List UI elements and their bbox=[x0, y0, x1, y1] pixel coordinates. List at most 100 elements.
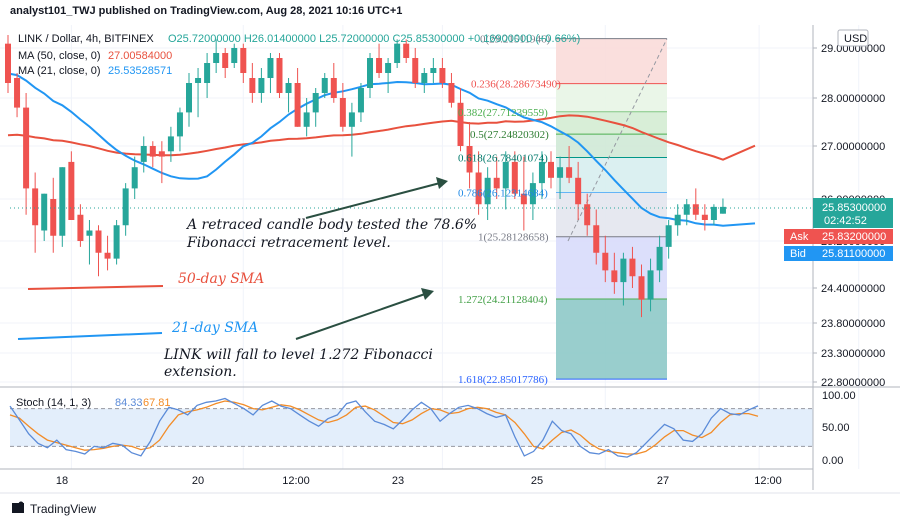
candle[interactable] bbox=[674, 204, 681, 236]
candle[interactable] bbox=[602, 235, 609, 283]
candle[interactable] bbox=[77, 204, 84, 247]
candle[interactable] bbox=[629, 246, 636, 288]
candle[interactable] bbox=[258, 68, 265, 103]
candle[interactable] bbox=[32, 172, 39, 253]
candle[interactable] bbox=[222, 48, 229, 78]
fall-annotation-line2: extension. bbox=[164, 364, 237, 380]
candle[interactable] bbox=[403, 39, 410, 63]
candle[interactable] bbox=[584, 193, 591, 236]
candle[interactable] bbox=[412, 48, 419, 88]
candle[interactable] bbox=[593, 209, 600, 265]
candle[interactable] bbox=[475, 151, 482, 215]
candle[interactable] bbox=[167, 126, 174, 162]
candle[interactable] bbox=[231, 43, 238, 68]
candle[interactable] bbox=[95, 225, 102, 277]
candle[interactable] bbox=[176, 107, 183, 152]
candle[interactable] bbox=[719, 198, 726, 214]
candle[interactable] bbox=[575, 161, 582, 220]
candle[interactable] bbox=[113, 220, 120, 265]
candle[interactable] bbox=[611, 252, 618, 294]
fib-label: 1.618(22.85017786) bbox=[458, 374, 548, 386]
candle[interactable] bbox=[448, 73, 455, 108]
candle[interactable] bbox=[240, 43, 247, 83]
candle[interactable] bbox=[339, 83, 346, 132]
candle[interactable] bbox=[131, 156, 138, 199]
candle[interactable] bbox=[466, 122, 473, 189]
candle[interactable] bbox=[321, 73, 328, 98]
candle[interactable] bbox=[50, 177, 57, 253]
candle[interactable] bbox=[538, 151, 545, 199]
candle[interactable] bbox=[566, 146, 573, 184]
time-axis[interactable]: 18 20 12:00 23 25 27 12:00 bbox=[56, 475, 782, 487]
candle[interactable] bbox=[529, 172, 536, 221]
candle[interactable] bbox=[195, 68, 202, 118]
candle[interactable] bbox=[620, 252, 627, 306]
candle[interactable] bbox=[656, 235, 663, 283]
candle[interactable] bbox=[665, 220, 672, 259]
candle[interactable] bbox=[312, 88, 319, 127]
candle[interactable] bbox=[683, 199, 690, 226]
candle[interactable] bbox=[638, 264, 645, 318]
candle[interactable] bbox=[430, 58, 437, 83]
candle[interactable] bbox=[158, 141, 165, 184]
candle[interactable] bbox=[692, 188, 699, 220]
candle[interactable] bbox=[439, 58, 446, 88]
candle[interactable] bbox=[14, 73, 21, 118]
candle[interactable] bbox=[394, 39, 401, 68]
annotation-arrows[interactable] bbox=[17, 177, 448, 340]
stochastic-pane[interactable]: 100.00 50.00 0.00 bbox=[9, 388, 856, 469]
currency-button[interactable] bbox=[837, 29, 869, 47]
candle[interactable] bbox=[104, 235, 111, 271]
time-tick-label: 25 bbox=[531, 475, 543, 487]
fall-arrow bbox=[295, 293, 426, 340]
candle[interactable] bbox=[701, 204, 708, 231]
candle[interactable] bbox=[502, 151, 509, 210]
candle[interactable] bbox=[457, 88, 464, 152]
candle[interactable] bbox=[23, 93, 30, 215]
tradingview-logo[interactable]: TradingView bbox=[12, 501, 96, 517]
candle[interactable] bbox=[285, 78, 292, 113]
candle[interactable] bbox=[122, 183, 129, 236]
stoch-label[interactable]: Stoch (14, 1, 3) bbox=[16, 397, 91, 409]
candle[interactable] bbox=[249, 63, 256, 103]
candle[interactable] bbox=[86, 220, 93, 265]
candle[interactable] bbox=[294, 68, 301, 127]
tradingview-logo-icon bbox=[12, 503, 24, 513]
candle[interactable] bbox=[357, 83, 364, 122]
candle[interactable] bbox=[68, 151, 75, 220]
candle[interactable] bbox=[548, 151, 554, 189]
symbol-label[interactable]: LINK / Dollar, 4h, BITFINEX bbox=[18, 33, 154, 45]
candle[interactable] bbox=[267, 53, 274, 93]
fibonacci-retracement[interactable] bbox=[556, 38, 668, 380]
candle[interactable] bbox=[367, 53, 373, 98]
candle[interactable] bbox=[303, 98, 310, 137]
candle[interactable] bbox=[376, 43, 383, 78]
candle[interactable] bbox=[484, 167, 491, 220]
candle[interactable] bbox=[186, 73, 192, 127]
candle[interactable] bbox=[330, 63, 337, 103]
candle[interactable] bbox=[5, 35, 11, 93]
legend-block[interactable]: LINK / Dollar, 4h, BITFINEX O25.72000000… bbox=[18, 33, 580, 77]
currency-button-label[interactable]: USD bbox=[844, 33, 867, 45]
candle[interactable] bbox=[710, 204, 717, 226]
candle[interactable] bbox=[511, 151, 518, 199]
candle[interactable] bbox=[647, 258, 654, 312]
candle[interactable] bbox=[59, 167, 66, 247]
candle[interactable] bbox=[204, 53, 211, 98]
ma50-line[interactable] bbox=[7, 114, 756, 161]
ma21-legend-label[interactable]: MA (21, close, 0) bbox=[18, 65, 101, 77]
candle[interactable] bbox=[213, 39, 220, 73]
candle[interactable] bbox=[276, 53, 283, 98]
candlestick-series[interactable] bbox=[5, 35, 726, 318]
candle[interactable] bbox=[348, 102, 355, 157]
stoch-k-line[interactable] bbox=[9, 397, 759, 458]
candle[interactable] bbox=[421, 68, 428, 93]
candle[interactable] bbox=[41, 193, 48, 241]
candle[interactable] bbox=[557, 156, 564, 199]
ma50-legend-label[interactable]: MA (50, close, 0) bbox=[18, 50, 101, 62]
candle[interactable] bbox=[385, 58, 392, 93]
candle[interactable] bbox=[493, 156, 500, 199]
candle[interactable] bbox=[520, 156, 527, 231]
candle[interactable] bbox=[140, 136, 147, 173]
candle[interactable] bbox=[149, 141, 156, 168]
